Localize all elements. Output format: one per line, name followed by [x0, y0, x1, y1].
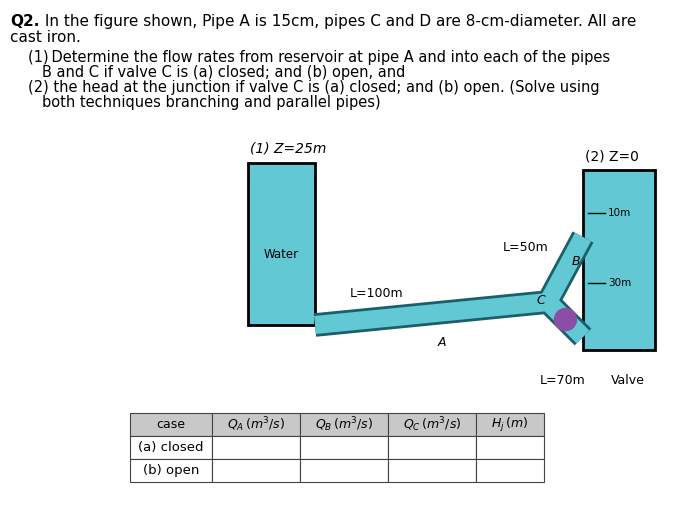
- Bar: [300, 413, 388, 436]
- Text: $Q_B\,(m^3/s)$: $Q_B\,(m^3/s)$: [315, 415, 373, 434]
- Bar: [388, 436, 476, 459]
- Bar: [300, 436, 388, 459]
- Bar: [212, 436, 300, 459]
- Text: L=100m: L=100m: [350, 287, 403, 300]
- Text: $Q_C\,(m^3/s)$: $Q_C\,(m^3/s)$: [402, 415, 461, 434]
- Text: (1) Z=25m: (1) Z=25m: [250, 141, 326, 155]
- Text: (1) Determine the flow rates from reservoir at pipe A and into each of the pipes: (1) Determine the flow rates from reserv…: [28, 50, 610, 65]
- Text: Valve: Valve: [611, 374, 645, 387]
- Circle shape: [554, 309, 577, 331]
- Bar: [476, 436, 544, 459]
- Text: L=50m: L=50m: [503, 241, 548, 254]
- Text: B: B: [571, 255, 580, 268]
- Bar: [248, 163, 315, 325]
- Bar: [583, 170, 655, 350]
- Text: L=70m: L=70m: [540, 374, 586, 387]
- Text: B and C if valve C is (a) closed; and (b) open, and: B and C if valve C is (a) closed; and (b…: [42, 65, 405, 80]
- Text: (b) open: (b) open: [143, 464, 199, 477]
- Bar: [388, 413, 476, 436]
- Text: Q2.: Q2.: [10, 14, 39, 29]
- Bar: [476, 459, 544, 482]
- Text: case: case: [157, 418, 186, 431]
- Text: (2) Z=0: (2) Z=0: [585, 149, 639, 163]
- Text: cast iron.: cast iron.: [10, 30, 81, 45]
- Text: Water: Water: [264, 248, 299, 261]
- Bar: [130, 436, 212, 459]
- Text: $H_j\,(m)$: $H_j\,(m)$: [491, 416, 528, 433]
- Bar: [212, 459, 300, 482]
- Text: 30m: 30m: [608, 278, 631, 288]
- Text: In the figure shown, Pipe A is 15cm, pipes C and D are 8-cm-diameter. All are: In the figure shown, Pipe A is 15cm, pip…: [40, 14, 636, 29]
- Text: A: A: [438, 335, 446, 348]
- Text: both techniques branching and parallel pipes): both techniques branching and parallel p…: [42, 95, 381, 110]
- Text: $Q_A\,(m^3/s)$: $Q_A\,(m^3/s)$: [227, 415, 285, 434]
- Bar: [388, 459, 476, 482]
- Bar: [476, 413, 544, 436]
- Text: (2) the head at the junction if valve C is (a) closed; and (b) open. (Solve usin: (2) the head at the junction if valve C …: [28, 80, 600, 95]
- Text: C: C: [537, 294, 545, 308]
- Bar: [300, 459, 388, 482]
- Bar: [248, 163, 315, 325]
- Text: (a) closed: (a) closed: [139, 441, 204, 454]
- Bar: [130, 459, 212, 482]
- Bar: [212, 413, 300, 436]
- Bar: [583, 170, 655, 350]
- Text: 10m: 10m: [608, 208, 631, 218]
- Bar: [130, 413, 212, 436]
